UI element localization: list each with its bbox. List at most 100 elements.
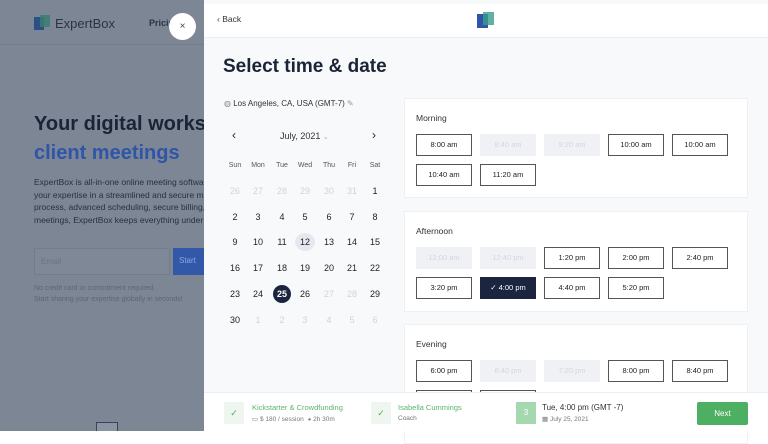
close-button[interactable]: × bbox=[169, 13, 196, 40]
time-slot[interactable]: 8:00 pm bbox=[608, 360, 664, 382]
calendar-day[interactable]: 26 bbox=[299, 288, 310, 299]
next-month-button[interactable]: › bbox=[372, 128, 376, 142]
back-button[interactable]: ‹ Back bbox=[217, 14, 241, 24]
calendar-day[interactable]: 10 bbox=[252, 237, 263, 248]
calendar-day[interactable]: 25 bbox=[273, 284, 291, 303]
headline-accent: client meetings bbox=[34, 142, 180, 164]
time-slot: 8:40 am bbox=[480, 134, 536, 156]
time-slot: 7:20 pm bbox=[544, 360, 600, 382]
calendar-day[interactable]: 20 bbox=[323, 263, 334, 274]
selected-date: ▦ July 25, 2021 bbox=[542, 415, 589, 423]
calendar-day[interactable]: 1 bbox=[372, 186, 378, 196]
time-slot[interactable]: 1:20 pm bbox=[544, 247, 600, 269]
calendar-day: 29 bbox=[299, 186, 310, 196]
time-slot[interactable]: 11:20 am bbox=[480, 164, 536, 186]
calendar-day[interactable]: 12 bbox=[295, 233, 315, 252]
headline: Your digital workspa bbox=[34, 113, 204, 135]
description-line: ExpertBox is all-in-one online meeting s… bbox=[34, 177, 204, 187]
pencil-icon[interactable]: ✎ bbox=[347, 99, 354, 108]
calendar-day[interactable]: 30 bbox=[229, 314, 240, 325]
next-button[interactable]: Next bbox=[697, 402, 748, 425]
month-selector[interactable]: July, 2021 ⌄ bbox=[280, 131, 329, 141]
time-slot[interactable]: 2:00 pm bbox=[608, 247, 664, 269]
time-slot[interactable]: 10:00 am bbox=[672, 134, 728, 156]
time-slot[interactable]: 6:00 pm bbox=[416, 360, 472, 382]
calendar-day[interactable]: 16 bbox=[229, 263, 240, 274]
calendar-day[interactable]: 8 bbox=[372, 211, 378, 222]
price-icon: ▭ bbox=[252, 416, 259, 423]
calendar-day: 1 bbox=[255, 314, 261, 325]
calendar-icon: ▦ bbox=[542, 416, 549, 423]
calendar-day[interactable]: 17 bbox=[252, 263, 263, 274]
time-slot[interactable]: 8:00 am bbox=[416, 134, 472, 156]
calendar-day: 4 bbox=[326, 314, 332, 325]
weekday-header: Wed bbox=[297, 162, 313, 169]
expert-name: Isabella Cummings bbox=[398, 403, 462, 412]
time-slot[interactable]: 8:40 pm bbox=[672, 360, 728, 382]
time-slot: 9:20 am bbox=[544, 134, 600, 156]
calendar-day[interactable]: 5 bbox=[302, 211, 308, 222]
calendar-day: 28 bbox=[346, 288, 357, 299]
bottom-icon bbox=[96, 422, 118, 431]
selected-time: Tue, 4:00 pm (GMT -7) bbox=[542, 403, 624, 412]
time-slot[interactable]: 5:20 pm bbox=[608, 277, 664, 299]
time-slot[interactable]: 10:40 am bbox=[416, 164, 472, 186]
calendar-day[interactable]: 9 bbox=[232, 237, 238, 248]
weekday-header: Thu bbox=[322, 162, 336, 169]
calendar-day: 3 bbox=[302, 314, 308, 325]
background-page: ExpertBox Pricin Your digital workspa cl… bbox=[0, 0, 204, 431]
calendar-day[interactable]: 3 bbox=[255, 211, 261, 222]
service-details: ▭ $ 180 / session ◕ 2h 30m bbox=[252, 415, 335, 423]
description-line: meetings, ExpertBox keeps everything und… bbox=[34, 215, 204, 226]
signup-note: No credit card or commitment required. S… bbox=[34, 283, 183, 305]
calendar-day[interactable]: 6 bbox=[326, 211, 332, 222]
note-line: Start sharing your expertise globally in… bbox=[34, 296, 183, 303]
weekday-header: Sat bbox=[369, 162, 381, 169]
timezone-selector[interactable]: ◍ Los Angeles, CA, USA (GMT-7) ✎ bbox=[224, 99, 354, 108]
calendar-day[interactable]: 2 bbox=[232, 211, 238, 222]
expertbox-logo bbox=[477, 12, 495, 30]
section-afternoon: Afternoon 12:00 am 12:40 pm 1:20 pm 2:00 pm 2… bbox=[404, 211, 748, 312]
calendar-day: 27 bbox=[323, 288, 334, 299]
clock-icon: ◕ bbox=[307, 416, 312, 423]
globe-icon: ◍ bbox=[224, 99, 234, 108]
time-slot: 12:00 am bbox=[416, 247, 472, 269]
description-line: process, advanced scheduling, secure bil… bbox=[34, 202, 204, 213]
back-label: Back bbox=[222, 14, 242, 24]
calendar-day[interactable]: 13 bbox=[323, 237, 334, 248]
time-slot[interactable]: 2:40 pm bbox=[672, 247, 728, 269]
brand-name: ExpertBox bbox=[55, 16, 115, 31]
panel-header: ‹ Back bbox=[204, 4, 768, 38]
calendar-day[interactable]: 22 bbox=[369, 263, 380, 274]
calendar-day[interactable]: 7 bbox=[349, 211, 355, 222]
calendar-day[interactable]: 15 bbox=[369, 237, 380, 248]
chevron-down-icon: ⌄ bbox=[322, 134, 329, 141]
time-slot[interactable]: 3:20 pm bbox=[416, 277, 472, 299]
calendar-day[interactable]: 14 bbox=[346, 237, 357, 248]
date-label: July 25, 2021 bbox=[549, 416, 589, 423]
prev-month-button[interactable]: ‹ bbox=[232, 128, 236, 142]
weekday-header: Mon bbox=[251, 162, 265, 169]
nav-pricing: Pricin bbox=[149, 18, 175, 28]
calendar-day: 26 bbox=[229, 186, 240, 196]
calendar-day[interactable]: 19 bbox=[299, 263, 310, 274]
weekday-header: Sun bbox=[228, 162, 242, 169]
time-slot: 12:40 pm bbox=[480, 247, 536, 269]
calendar-day: 30 bbox=[323, 186, 334, 196]
calendar-day[interactable]: 29 bbox=[369, 288, 380, 299]
calendar-day[interactable]: 4 bbox=[279, 211, 285, 222]
time-slot[interactable]: 10:00 am bbox=[608, 134, 664, 156]
calendar-day[interactable]: 11 bbox=[277, 237, 287, 248]
section-title: Morning bbox=[416, 113, 447, 123]
time-slot[interactable]: 4:40 pm bbox=[544, 277, 600, 299]
time-slot[interactable]: ✓ 4:00 pm bbox=[480, 277, 536, 299]
month-label: July, 2021 bbox=[280, 131, 321, 141]
calendar-day[interactable]: 24 bbox=[252, 288, 263, 299]
calendar-day[interactable]: 18 bbox=[276, 263, 287, 274]
duration: 2h 30m bbox=[313, 416, 335, 423]
calendar-day[interactable]: 23 bbox=[229, 288, 240, 299]
calendar-day[interactable]: 21 bbox=[346, 263, 357, 274]
description-line: your expertise in a streamlined and secu… bbox=[34, 189, 204, 200]
calendar-day: 27 bbox=[252, 186, 263, 196]
calendar-day: 6 bbox=[372, 314, 378, 325]
